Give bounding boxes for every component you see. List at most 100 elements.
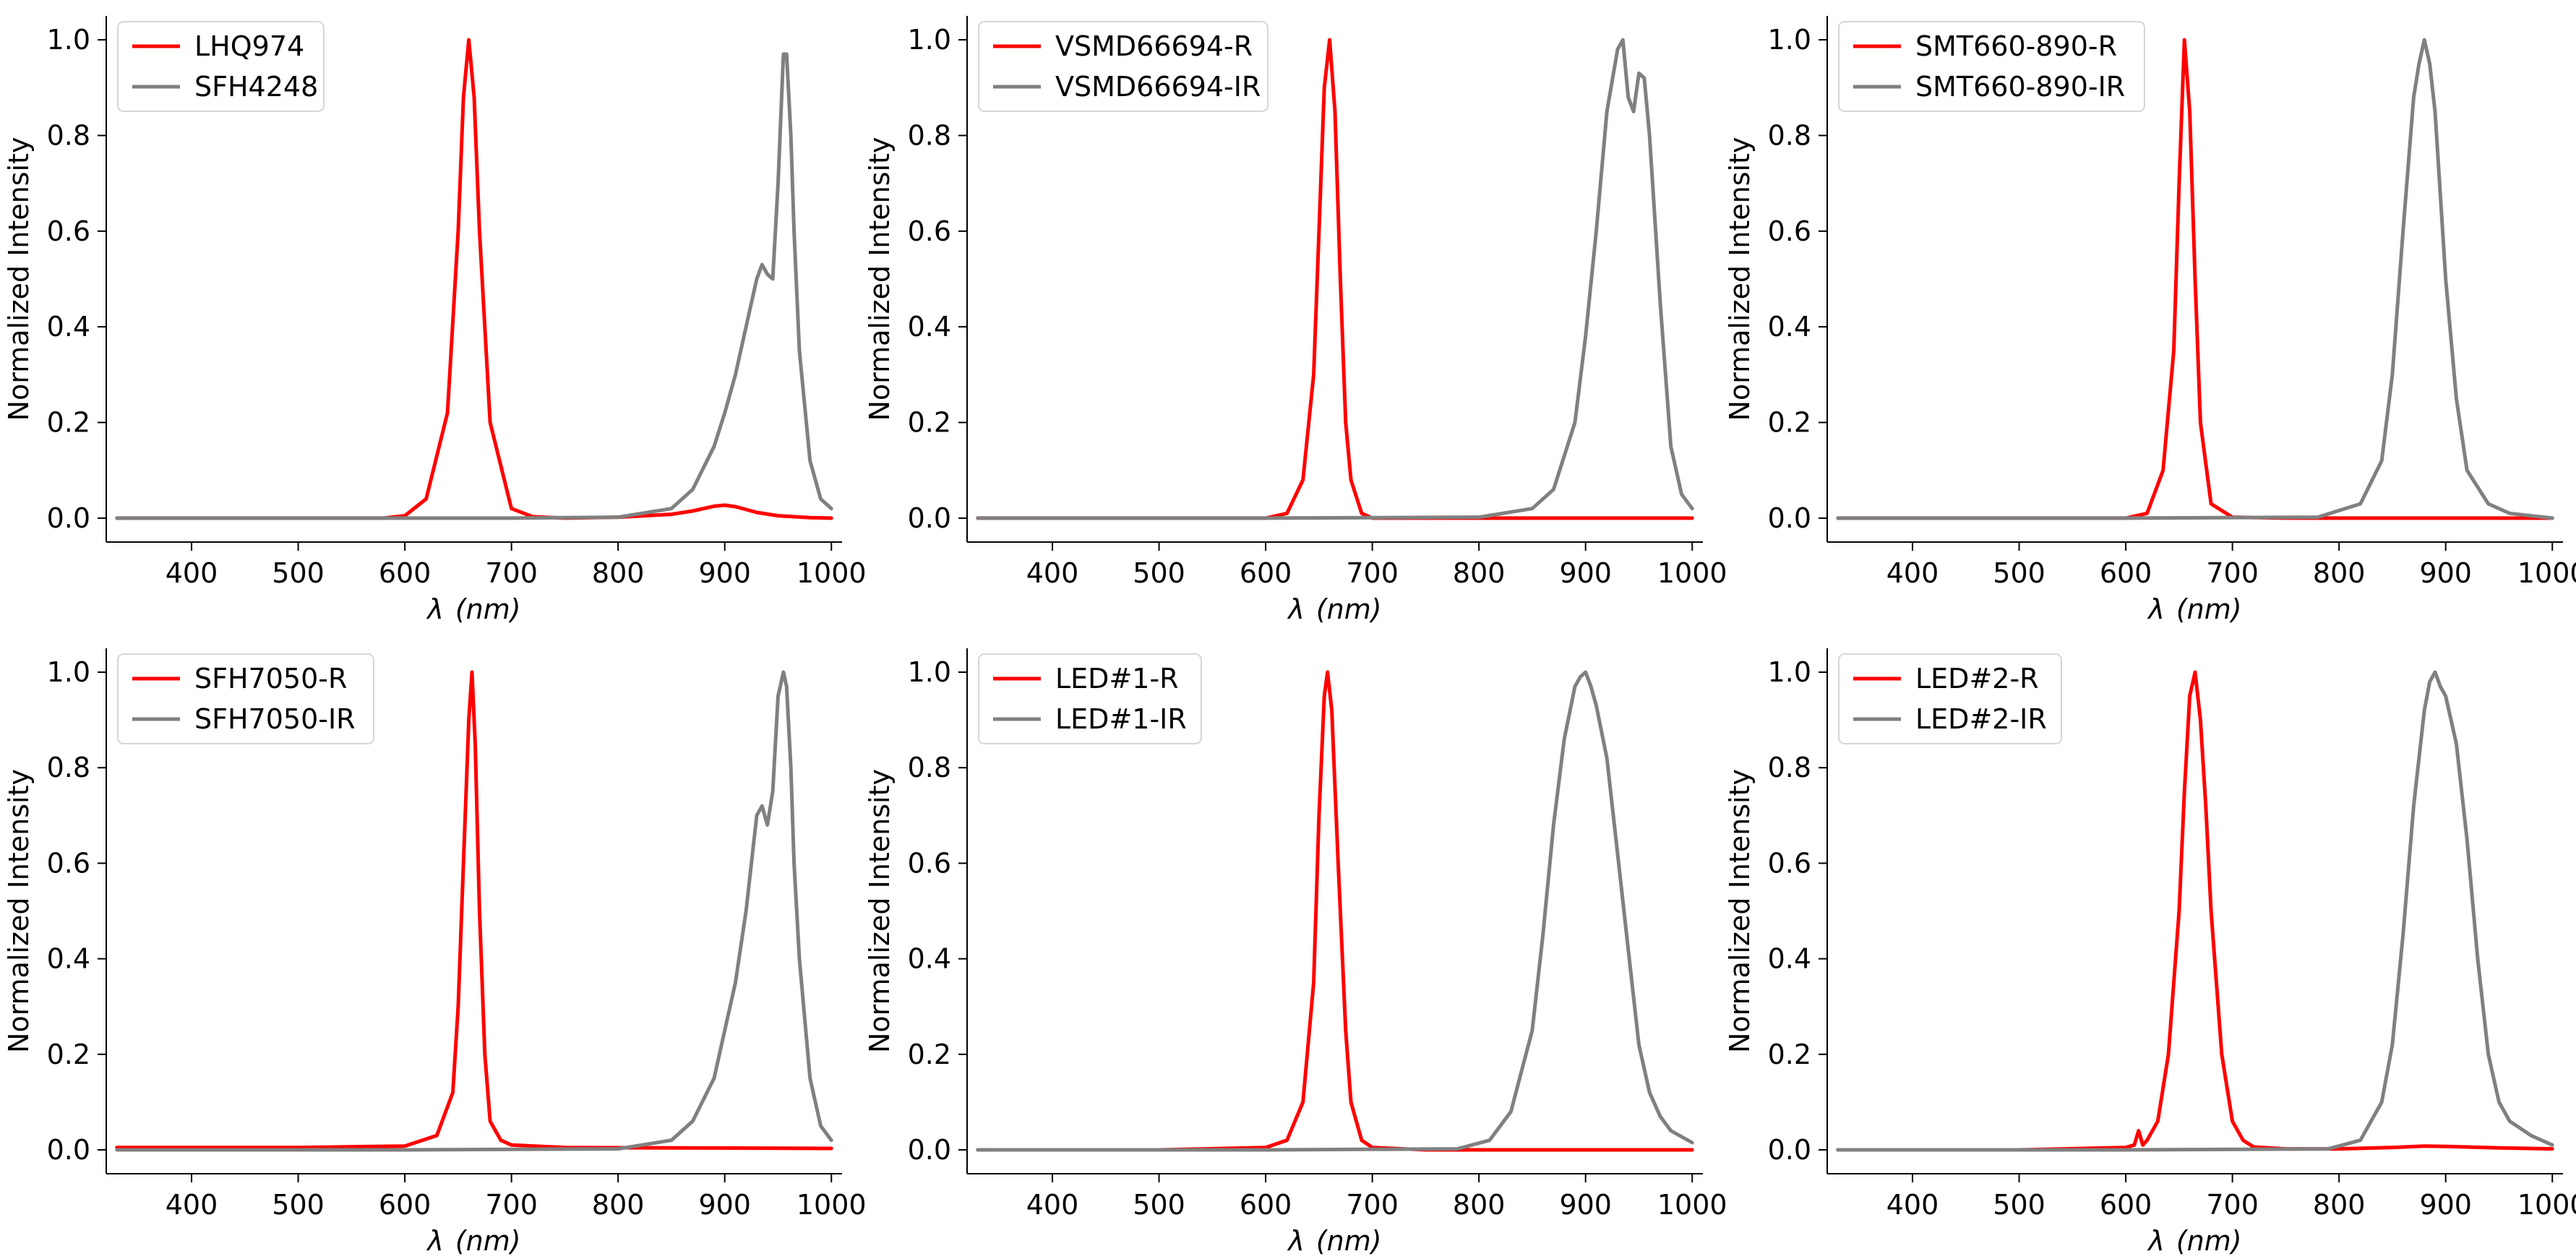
legend-label: SMT660-890-IR	[1915, 71, 2125, 103]
x-tick-label: 400	[166, 557, 218, 589]
y-tick-label: 0.0	[908, 1134, 951, 1166]
x-tick-label: 800	[592, 1189, 645, 1221]
legend-box	[1838, 653, 2062, 744]
chart-panel: 400 500 600 700 800 900 1000 0.0 0.2 0.4 0.6 0.8 1.0…	[1724, 16, 2576, 625]
legend-label: SFH7050-R	[194, 663, 347, 695]
y-tick-label: 1.0	[47, 656, 90, 688]
x-tick-label: 600	[2100, 557, 2152, 589]
legend-label: LHQ974	[194, 30, 304, 62]
y-tick-label: 0.0	[908, 502, 951, 534]
x-axis-label: λ (nm)	[426, 593, 520, 625]
x-tick-label: 600	[1240, 557, 1292, 589]
series-line	[115, 38, 833, 520]
legend: LHQ974 SFH4248	[117, 21, 325, 112]
x-tick-label: 800	[2313, 557, 2366, 589]
y-tick-label: 0.2	[47, 407, 90, 439]
x-axis-label-symbol: λ	[1287, 593, 1305, 625]
x-tick-label: 500	[1133, 1189, 1185, 1221]
x-axis-label: λ (nm)	[1287, 593, 1381, 625]
y-tick-label: 0.4	[47, 943, 90, 975]
legend-label: SFH4248	[194, 71, 318, 103]
legend-label: LED#2-IR	[1915, 703, 2047, 735]
y-axis-label: Normalized Intensity	[3, 769, 35, 1053]
x-tick-label: 700	[2206, 1189, 2259, 1221]
y-tick-label: 0.6	[47, 215, 90, 247]
y-tick-label: 0.6	[1768, 215, 1811, 247]
legend: SMT660-890-R SMT660-890-IR	[1838, 21, 2145, 112]
x-axis-label: λ (nm)	[2147, 593, 2241, 625]
y-tick-label: 0.2	[1768, 1039, 1811, 1070]
series-line	[115, 670, 833, 1151]
x-tick-label: 1000	[2517, 557, 2576, 589]
x-tick-label: 400	[166, 1189, 218, 1221]
series-line	[115, 52, 833, 520]
y-tick-label: 0.8	[47, 752, 90, 783]
y-tick-label: 1.0	[908, 24, 951, 56]
y-tick-label: 1.0	[1768, 656, 1811, 688]
x-axis-label: λ (nm)	[426, 1225, 520, 1257]
y-tick-label: 0.6	[908, 847, 951, 879]
x-tick-label: 400	[1026, 557, 1079, 589]
x-axis-label: λ (nm)	[1287, 1225, 1381, 1257]
x-axis-label-symbol: λ	[426, 593, 444, 625]
y-tick-label: 0.6	[908, 215, 951, 247]
series-line	[115, 670, 833, 1152]
x-tick-label: 900	[1559, 557, 1612, 589]
y-tick-label: 1.0	[908, 656, 951, 688]
y-tick-label: 0.4	[908, 943, 951, 975]
chart-panel: 400 500 600 700 800 900 1000 0.0 0.2 0.4 0.6 0.8 1.0…	[1724, 648, 2576, 1257]
x-axis-label-unit: (nm)	[2176, 1225, 2242, 1257]
legend-label: SFH7050-IR	[194, 703, 356, 735]
chart-panel: 400 500 600 700 800 900 1000 0.0 0.2 0.4 0.6 0.8 1.0…	[864, 16, 1727, 625]
x-axis-label-symbol: λ	[1287, 1225, 1305, 1257]
legend-label: VSMD66694-R	[1055, 30, 1253, 62]
x-axis-label-symbol: λ	[426, 1225, 444, 1257]
x-tick-label: 700	[2206, 557, 2259, 589]
y-tick-label: 0.6	[47, 847, 90, 879]
y-tick-label: 0.0	[47, 502, 90, 534]
x-tick-label: 600	[2100, 1189, 2152, 1221]
series-line	[976, 670, 1694, 1152]
x-tick-label: 500	[272, 1189, 325, 1221]
legend-box	[978, 653, 1202, 744]
y-axis-label: Normalized Intensity	[864, 137, 896, 421]
x-tick-label: 900	[1559, 1189, 1612, 1221]
x-tick-label: 800	[592, 557, 645, 589]
x-tick-label: 900	[698, 1189, 751, 1221]
series-line	[1836, 670, 2554, 1152]
y-tick-label: 0.4	[47, 311, 90, 343]
x-axis-label-symbol: λ	[2147, 593, 2165, 625]
y-tick-label: 0.2	[908, 407, 951, 439]
x-tick-label: 600	[379, 1189, 432, 1221]
y-tick-label: 0.2	[908, 1039, 951, 1070]
y-axis-label: Normalized Intensity	[864, 769, 896, 1053]
legend: LED#1-R LED#1-IR	[978, 653, 1202, 744]
legend-box	[117, 21, 325, 112]
y-tick-label: 0.8	[1768, 119, 1811, 151]
legend-box	[1838, 21, 2145, 112]
x-tick-label: 800	[1453, 557, 1506, 589]
y-tick-label: 0.0	[1768, 1134, 1811, 1166]
y-tick-label: 0.8	[1768, 752, 1811, 783]
x-axis-label-unit: (nm)	[2176, 593, 2242, 625]
legend-label: LED#1-IR	[1055, 703, 1187, 735]
x-tick-label: 700	[1346, 1189, 1399, 1221]
x-tick-label: 500	[1133, 557, 1185, 589]
y-tick-label: 0.0	[47, 1134, 90, 1166]
y-axis-label: Normalized Intensity	[1724, 769, 1756, 1053]
legend-box	[117, 653, 374, 744]
x-tick-label: 1000	[1657, 557, 1727, 589]
x-tick-label: 800	[2313, 1189, 2366, 1221]
x-tick-label: 400	[1886, 557, 1939, 589]
y-tick-label: 1.0	[47, 24, 90, 56]
x-tick-label: 600	[379, 557, 432, 589]
chart-panel: 400 500 600 700 800 900 1000 0.0 0.2 0.4 0.6 0.8 1.0…	[3, 648, 867, 1257]
y-tick-label: 0.4	[1768, 943, 1811, 975]
legend: SFH7050-R SFH7050-IR	[117, 653, 374, 744]
x-axis-label: λ (nm)	[2147, 1225, 2241, 1257]
y-tick-label: 1.0	[1768, 24, 1811, 56]
x-tick-label: 700	[1346, 557, 1399, 589]
x-tick-label: 500	[272, 557, 325, 589]
series-line	[976, 38, 1694, 520]
